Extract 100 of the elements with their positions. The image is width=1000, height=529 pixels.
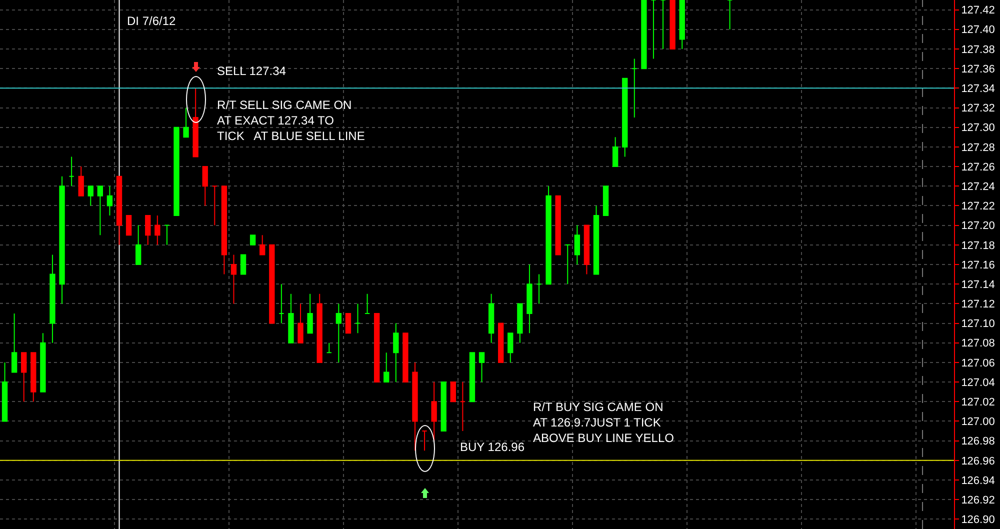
candlestick — [593, 205, 600, 275]
candlestick — [192, 88, 198, 158]
ref-line-label: SELL 127.34 — [217, 64, 286, 78]
candlestick — [632, 58, 638, 118]
annotation: DI 7/6/12 — [127, 14, 176, 28]
y-tick-label: 127.30 — [961, 122, 995, 134]
ref-line-label: BUY 126.96 — [460, 440, 525, 454]
candlestick — [307, 293, 313, 334]
candlestick — [440, 382, 446, 432]
candlestick — [40, 332, 46, 392]
candlestick — [278, 284, 284, 324]
candlestick — [431, 382, 437, 442]
candlestick — [478, 352, 485, 383]
y-tick-label: 127.16 — [961, 259, 995, 272]
candlestick — [2, 362, 8, 422]
y-tick-label: 127.12 — [961, 298, 995, 311]
candlestick — [508, 332, 514, 363]
candlestick — [488, 293, 494, 344]
y-tick-label: 126.92 — [961, 494, 995, 506]
candlestick — [660, 0, 666, 50]
candlestick — [326, 342, 332, 354]
candlestick — [164, 224, 170, 246]
candlestick — [68, 156, 74, 187]
candlestick — [460, 382, 466, 432]
annotation: R/T BUY SIG CAME ON AT 126.9.7JUST 1 TICK ABOVE BUY LINE YELLO — [533, 400, 674, 446]
candlestick — [298, 303, 304, 344]
y-tick-label: 127.26 — [961, 161, 995, 174]
y-tick-label: 127.28 — [961, 142, 995, 154]
y-tick-label: 126.94 — [961, 474, 995, 487]
candlestick — [336, 303, 342, 363]
candlestick — [679, 0, 685, 50]
y-tick-label: 127.34 — [961, 83, 995, 96]
candlestick — [555, 195, 561, 256]
candlestick — [384, 352, 390, 383]
candlestick — [670, 0, 676, 50]
y-tick-label: 127.32 — [961, 102, 995, 115]
y-tick-label: 127.18 — [961, 240, 995, 252]
candlestick — [345, 312, 352, 334]
candlestick — [88, 186, 94, 206]
candlestick — [726, 0, 733, 30]
candlestick — [402, 332, 408, 383]
candlestick — [116, 176, 122, 246]
candlestick — [641, 0, 647, 70]
candlestick — [240, 254, 246, 275]
candlestick — [50, 254, 56, 344]
y-tick-label: 126.90 — [961, 514, 995, 526]
candlestick — [260, 234, 266, 256]
y-tick-label: 127.20 — [961, 220, 995, 232]
y-tick-label: 127.02 — [961, 396, 995, 408]
candlestick — [517, 303, 523, 344]
candlestick — [30, 352, 36, 402]
candlestick — [374, 312, 380, 383]
candlestick — [422, 430, 428, 452]
candlestick — [622, 78, 628, 158]
y-tick-label: 127.00 — [961, 416, 995, 428]
candlestick — [250, 234, 256, 246]
y-tick-label: 127.42 — [961, 4, 995, 17]
candlestick — [154, 215, 160, 246]
annotation: R/T SELL SIG CAME ON AT EXACT 127.34 TO TICK AT BLUE SELL LINE — [217, 98, 365, 144]
candlestick — [574, 224, 580, 265]
candlestick — [145, 215, 151, 246]
candlestick — [469, 352, 476, 402]
candlestick — [11, 312, 18, 373]
candlestick — [106, 186, 113, 216]
candlestick — [612, 136, 618, 168]
candlestick — [135, 224, 142, 265]
y-tick-label: 127.40 — [961, 24, 995, 36]
candlestick — [546, 186, 552, 285]
y-tick-label: 127.24 — [961, 180, 995, 193]
candlestick — [269, 244, 275, 324]
candlestick — [412, 362, 418, 452]
candlestick — [564, 244, 570, 285]
y-tick-label: 127.36 — [961, 63, 995, 76]
y-tick-label: 127.38 — [961, 44, 995, 56]
candlestick — [59, 176, 65, 304]
candlestick — [212, 186, 218, 226]
y-tick-label: 126.96 — [961, 455, 995, 468]
candlestick — [602, 186, 609, 216]
candlestick — [21, 352, 27, 402]
candlestick — [174, 126, 180, 216]
y-tick-label: 127.10 — [961, 318, 995, 330]
candlestick — [526, 264, 532, 334]
candlestick — [221, 186, 228, 275]
candlestick — [183, 107, 189, 138]
y-tick-label: 126.98 — [961, 436, 995, 448]
candlestick — [78, 166, 84, 196]
candlestick — [97, 186, 104, 236]
y-tick-label: 127.14 — [961, 278, 995, 291]
candlestick — [364, 293, 370, 314]
candlestick — [316, 293, 322, 363]
candlestick — [288, 293, 294, 344]
y-tick-label: 127.04 — [961, 376, 995, 389]
candlestick — [450, 382, 456, 402]
candlestick — [650, 0, 656, 60]
y-tick-label: 127.22 — [961, 200, 995, 213]
candlestick — [354, 303, 361, 334]
candlestick — [202, 166, 208, 206]
candlestick — [393, 322, 399, 383]
candlestick — [584, 224, 590, 275]
candlestick — [536, 274, 542, 304]
